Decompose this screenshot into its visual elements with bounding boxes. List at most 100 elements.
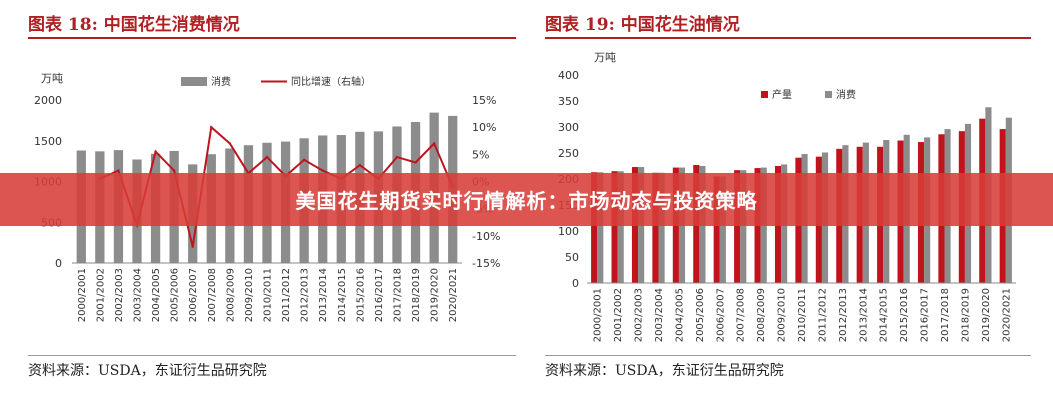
legend-production-swatch [761, 91, 768, 98]
right-x-tick: 2019/2020 [981, 288, 992, 342]
right-x-tick: 2016/2017 [920, 288, 931, 342]
left-x-tick: 2015/2016 [355, 268, 366, 322]
yoy-growth-point [228, 142, 232, 145]
right-x-tick: 2020/2021 [1001, 288, 1012, 342]
right-x-tick: 2017/2018 [940, 288, 951, 342]
left-y2-tick: 5% [472, 148, 489, 161]
right-x-tick: 2001/2002 [613, 288, 624, 342]
headline-text: 美国花生期货实时行情解析：市场动态与投资策略 [295, 189, 758, 213]
legend-consumption-swatch [181, 77, 207, 86]
right-y-tick: 300 [558, 121, 579, 134]
right-x-tick: 2008/2009 [756, 288, 767, 342]
left-x-tick: 2016/2017 [374, 268, 385, 322]
yoy-growth-line [99, 125, 454, 247]
left-x-tick: 2009/2010 [244, 268, 255, 322]
left-x-tick: 2000/2001 [77, 268, 88, 322]
right-x-tick: 2015/2016 [899, 288, 910, 342]
legend-yoy-label: 同比增速（右轴） [291, 75, 371, 88]
yoy-growth-point [210, 125, 213, 129]
left-y-tick: 2000 [34, 94, 62, 107]
right-x-tick: 2010/2011 [797, 288, 808, 342]
right-x-tick: 2018/2019 [960, 288, 971, 342]
right-y-tick: 0 [572, 277, 579, 290]
left-x-tick: 2012/2013 [300, 268, 311, 322]
right-x-tick: 2012/2013 [838, 288, 849, 342]
production-bar [713, 176, 720, 283]
right-y-unit-label: 万吨 [594, 51, 616, 64]
left-x-tick: 2008/2009 [225, 268, 236, 322]
legend-oil-consumption-swatch [825, 91, 832, 98]
yoy-growth-point [172, 169, 176, 172]
production-bar [734, 170, 741, 283]
left-x-tick: 2004/2005 [151, 268, 162, 322]
left-x-tick: 2005/2006 [170, 268, 181, 322]
left-x-tick: 2017/2018 [393, 268, 404, 322]
right-y-tick: 50 [565, 251, 579, 264]
right-x-tick: 2006/2007 [715, 288, 726, 342]
left-y-unit-label: 万吨 [41, 72, 63, 85]
left-x-tick: 2006/2007 [188, 268, 199, 322]
legend-consumption-label: 消费 [211, 75, 231, 88]
left-source-rule [28, 355, 516, 356]
yoy-growth-point [321, 169, 324, 172]
consumption-bar [597, 172, 604, 283]
right-x-tick: 2011/2012 [817, 288, 828, 342]
right-y-tick: 100 [558, 225, 579, 238]
consumption-bar [740, 170, 747, 283]
right-x-tick: 2009/2010 [777, 288, 788, 342]
right-title-rule [545, 37, 1031, 39]
left-y-tick: 0 [55, 257, 62, 270]
yoy-growth-point [395, 155, 399, 159]
right-y-tick: 250 [558, 147, 579, 160]
right-x-tick: 2013/2014 [858, 288, 869, 342]
left-y2-tick: -10% [472, 230, 500, 243]
right-x-tick: 2014/2015 [879, 288, 890, 342]
consumption-bar [658, 172, 665, 283]
right-chart-source: 资料来源：USDA，东证衍生品研究院 [545, 363, 784, 379]
left-x-tick: 2001/2002 [95, 268, 106, 322]
left-y2-tick: 10% [472, 121, 496, 134]
left-chart-title: 图表 18: 中国花生消费情况 [28, 15, 240, 35]
right-x-tick: 2007/2008 [736, 288, 747, 342]
left-x-tick: 2010/2011 [263, 268, 274, 322]
left-title-rule [28, 37, 516, 39]
left-x-tick: 2002/2003 [114, 268, 125, 322]
production-bar [611, 171, 618, 283]
left-y-tick: 1500 [34, 135, 62, 148]
yoy-growth-point [302, 158, 306, 161]
consumption-bar [719, 176, 726, 283]
legend-production-label: 产量 [772, 88, 792, 101]
yoy-growth-point [432, 142, 436, 145]
yoy-growth-point [358, 164, 362, 167]
yoy-growth-point [414, 161, 417, 164]
left-y2-tick: -15% [472, 257, 500, 270]
right-x-tick: 2005/2006 [695, 288, 706, 342]
left-x-tick: 2003/2004 [133, 268, 144, 322]
left-x-tick: 2018/2019 [411, 268, 422, 322]
right-x-tick: 2003/2004 [654, 288, 665, 342]
yoy-growth-point [154, 150, 157, 153]
right-y-tick: 400 [558, 69, 579, 82]
left-x-tick: 2020/2021 [448, 268, 459, 322]
consumption-bar [617, 171, 624, 283]
left-x-tick: 2011/2012 [281, 268, 292, 322]
left-chart-source: 资料来源：USDA，东证衍生品研究院 [28, 363, 267, 379]
yoy-growth-point [191, 245, 194, 248]
yoy-growth-point [117, 169, 120, 172]
left-y2-tick: 15% [472, 94, 496, 107]
right-source-rule [545, 355, 1031, 356]
left-x-tick: 2013/2014 [318, 268, 329, 322]
right-x-tick: 2002/2003 [634, 288, 645, 342]
left-x-tick: 2014/2015 [337, 268, 348, 322]
right-y-tick: 350 [558, 95, 579, 108]
right-x-tick: 2000/2001 [593, 288, 604, 342]
legend-oil-consumption-label: 消费 [836, 88, 856, 101]
left-x-tick: 2019/2020 [430, 268, 441, 322]
right-chart-title: 图表 19: 中国花生油情况 [545, 15, 740, 35]
headline-banner: 美国花生期货实时行情解析：市场动态与投资策略 [0, 173, 1053, 226]
left-x-tick: 2007/2008 [207, 268, 218, 322]
production-bar [652, 172, 659, 283]
yoy-growth-point [265, 155, 269, 159]
right-x-tick: 2004/2005 [674, 288, 685, 342]
production-bar [591, 172, 598, 283]
